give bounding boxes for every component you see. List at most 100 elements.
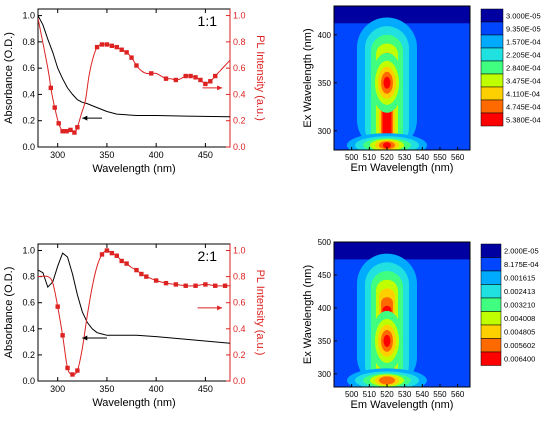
pl-marker [56, 121, 61, 126]
pl-marker [52, 105, 57, 110]
heatmap-layer [334, 6, 470, 150]
pl-marker [60, 129, 65, 134]
y-tick-label-left: 1.0 [22, 11, 35, 21]
heatmap-legend: 3.000E-05 9.350E-05 1.570E-04 2.205E-04 2.84… [480, 8, 541, 127]
legend-swatch [480, 8, 504, 23]
y-tick-label-left: 0.8 [22, 37, 35, 47]
legend-label: 2.000E-05 [504, 247, 539, 256]
ratio-label: 1:1 [198, 13, 218, 29]
pl-marker [163, 76, 169, 81]
pl-marker [208, 79, 213, 84]
legend-swatch [480, 243, 502, 258]
x-tick-label: 350 [99, 150, 114, 160]
y-tick-label-left: 0.0 [22, 142, 35, 152]
y-tick-label-left: 0.4 [22, 324, 35, 334]
y-axis-label: Ex Wavelength (nm) [302, 28, 314, 127]
x-tick-label: 450 [198, 384, 213, 394]
arrow-right-head [217, 85, 223, 91]
heatmap-legend: 2.000E-05 8.175E-04 0.001615 0.002413 0.0032… [480, 243, 539, 366]
y-tick-label-right: 1.0 [233, 246, 246, 256]
pl-marker [70, 372, 75, 377]
legend-swatch [480, 99, 504, 114]
x-tick-label: 300 [50, 150, 65, 160]
pl-marker [198, 77, 203, 83]
x-tick-label: 500 [345, 153, 359, 162]
x-tick-label: 350 [99, 384, 114, 394]
pl-marker [213, 283, 218, 288]
y-tick-label-right: 1.0 [233, 11, 246, 21]
x-tick-label: 550 [433, 390, 447, 399]
legend-swatch [480, 270, 502, 285]
pl-marker [68, 127, 73, 133]
y-tick-label-left: 0.4 [22, 89, 35, 99]
y-tick-label: 400 [318, 31, 332, 40]
x-tick-label: 510 [363, 153, 377, 162]
pl-marker [134, 267, 139, 273]
y-tick-label-right: 0.8 [233, 37, 246, 47]
y-tick-label: 400 [318, 304, 332, 313]
pl-marker [48, 85, 53, 91]
heatmap-layer [334, 242, 470, 387]
y-tick-label: 450 [318, 271, 332, 280]
pl-marker [173, 282, 179, 287]
pl-marker [72, 130, 77, 135]
y-tick-label: 350 [318, 337, 332, 346]
legend-swatch [480, 47, 504, 62]
pl-marker [94, 44, 100, 50]
data-layer [38, 248, 230, 377]
y-tick-label: 350 [318, 79, 332, 88]
data-layer [38, 15, 230, 135]
legend-swatch [480, 324, 502, 339]
pl-marker [163, 280, 169, 286]
pl-marker [193, 283, 198, 288]
x-tick-label: 300 [50, 384, 65, 394]
plot-frame [37, 243, 231, 382]
pl-marker [173, 77, 179, 83]
pl-marker [114, 44, 119, 50]
x-tick-label: 450 [198, 150, 213, 160]
legend-label: 0.002413 [504, 287, 535, 296]
pl-marker [99, 252, 105, 257]
pl-marker [183, 283, 188, 288]
y-tick-label-right: 0.8 [233, 272, 246, 282]
x-tick-label: 540 [416, 390, 430, 399]
pl-marker [119, 47, 124, 52]
x-axis-label: Em Wavelength (nm) [351, 162, 454, 174]
pl-marker [109, 43, 115, 48]
y-axis-label: Ex Wavelength (nm) [302, 265, 314, 364]
y-tick-label-right: 0.4 [233, 324, 246, 334]
legend-swatch [480, 297, 502, 312]
legend-label: 0.004008 [504, 314, 535, 323]
contour-hotspot-lower-6 [382, 142, 391, 149]
x-tick-label: 530 [398, 153, 412, 162]
panel-top-right: 500 510 520 530 540 550 560 300 350 400 Em Wavelen… [302, 5, 541, 174]
y-tick-label-right: 0.6 [233, 298, 246, 308]
pl-marker [203, 282, 208, 287]
x-tick-label: 550 [433, 153, 447, 162]
y-tick-label-left: 0.6 [22, 63, 35, 73]
legend-label: 0.005602 [504, 341, 535, 350]
y-axis-label-right: PL Intensity (a.u.) [254, 270, 266, 356]
y-tick-label-left: 1.0 [22, 246, 35, 256]
contour-hotspot-lower-6 [382, 377, 391, 384]
legend-label: 9.350E-05 [506, 24, 541, 33]
pl-marker [129, 55, 134, 60]
legend-swatch [480, 112, 504, 127]
x-axis-label: Wavelength (nm) [92, 397, 175, 409]
x-axis-label: Em Wavelength (nm) [351, 399, 454, 411]
y-tick-label-left: 0.8 [22, 272, 35, 282]
legend-swatch [480, 73, 504, 88]
legend-label: 0.001615 [504, 274, 535, 283]
pl-marker [75, 125, 80, 130]
x-tick-label: 560 [451, 390, 465, 399]
pl-marker [65, 365, 70, 371]
contour-level-0 [334, 242, 470, 260]
legend-label: 0.006400 [504, 355, 535, 364]
y-tick-label: 500 [318, 238, 332, 247]
y-tick-label: 300 [318, 370, 332, 379]
arrow-right-head [217, 305, 223, 311]
legend-label: 8.175E-04 [504, 260, 539, 269]
x-axis-label: Wavelength (nm) [92, 163, 175, 175]
